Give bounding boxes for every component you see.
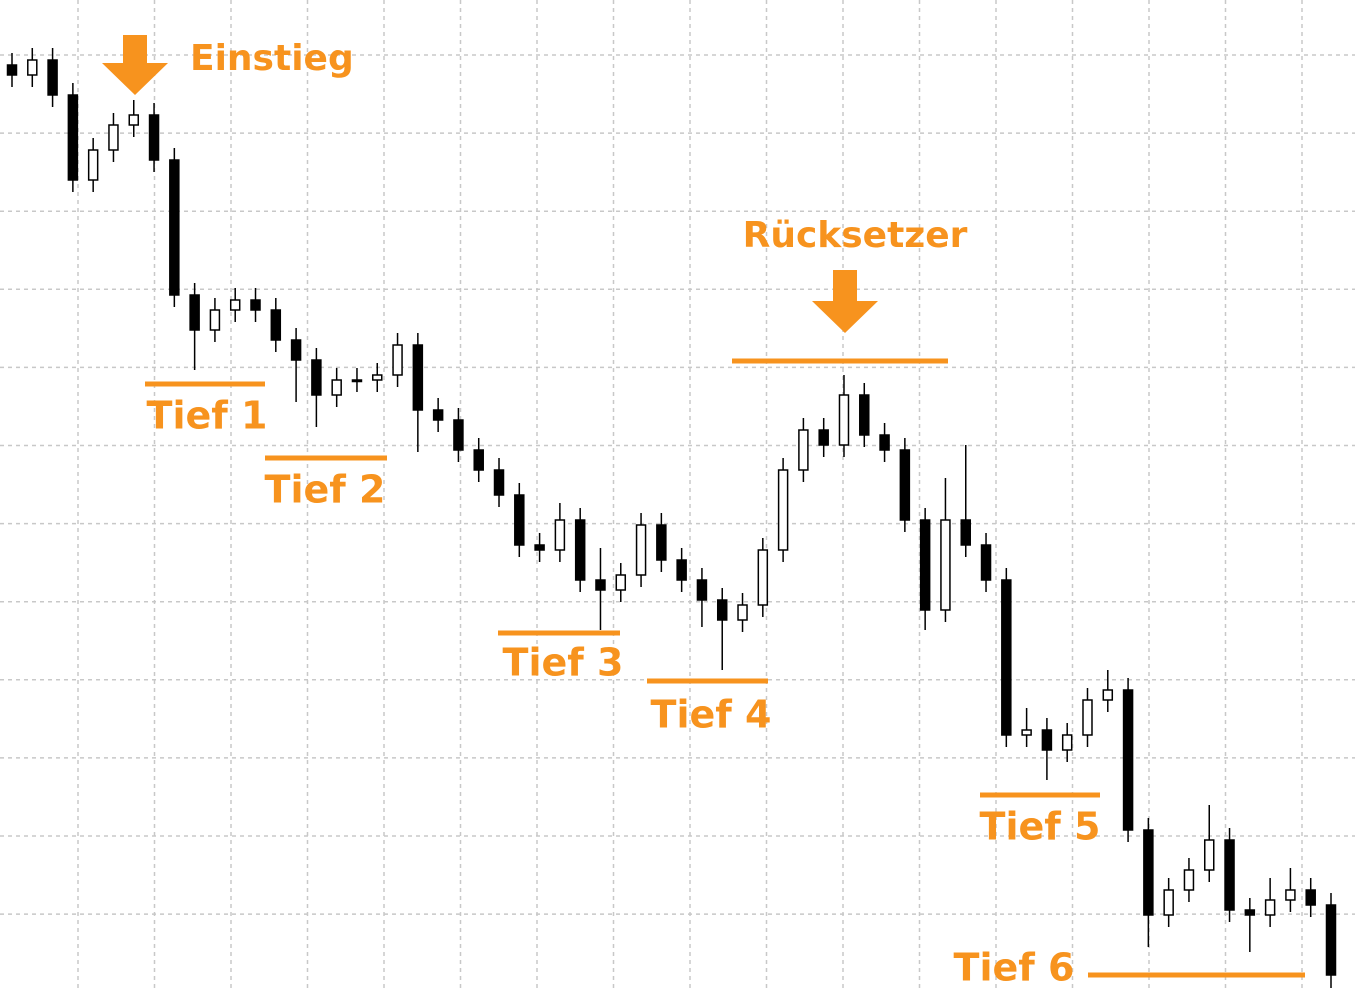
candle-body [311, 359, 322, 396]
candle-body [574, 519, 586, 581]
candle-body [1082, 699, 1093, 736]
candle-body [1264, 899, 1276, 916]
candle-body [250, 299, 261, 311]
candle-body [229, 299, 241, 311]
candle-body [879, 434, 890, 451]
candle-body [128, 114, 140, 126]
annotation-label: Tief 2 [265, 468, 386, 512]
candle-body [432, 409, 444, 421]
annotation-label: Rücksetzer [743, 215, 968, 256]
candle-body [615, 574, 627, 591]
candle-body [696, 579, 708, 601]
candle-body [1061, 734, 1073, 751]
candle-body [656, 524, 667, 561]
candle-body [919, 519, 931, 611]
annotation-label: Einstieg [190, 38, 354, 79]
candles [6, 48, 1337, 988]
candle-body [27, 59, 38, 76]
candle-body [108, 124, 119, 151]
candle-body [859, 394, 870, 436]
candle-body [87, 149, 99, 181]
candle-body [209, 309, 221, 331]
candle-body [473, 449, 484, 471]
candle-body [1001, 579, 1012, 736]
candle-body [940, 519, 951, 611]
arrow [102, 35, 168, 95]
candle-body [818, 429, 829, 446]
annotation-label: Tief 1 [147, 394, 268, 438]
candle-body [67, 94, 79, 181]
candle-body [351, 379, 363, 383]
candle-body [798, 429, 809, 471]
annotation-label: Tief 3 [503, 641, 624, 685]
candle-body [777, 469, 789, 551]
candle-body [960, 519, 971, 546]
candle-body [514, 494, 525, 546]
candle-body [270, 309, 282, 341]
candle-body [1305, 889, 1316, 906]
candle-body [189, 294, 200, 331]
candle-body [493, 469, 505, 496]
candle-body [1143, 829, 1154, 916]
candle-body [392, 344, 403, 376]
candle-body [47, 59, 58, 96]
candle-body [595, 579, 606, 591]
candle-body [331, 379, 342, 396]
candle-body [635, 524, 647, 576]
candle-body [169, 159, 180, 296]
candle-body [1203, 839, 1215, 871]
candle-body [372, 374, 383, 381]
candle-body [737, 604, 748, 621]
candle-body [534, 544, 545, 551]
candle-body [899, 449, 911, 521]
candle-body [148, 114, 160, 161]
candle-body [1021, 729, 1032, 736]
candle-body [676, 559, 687, 581]
candle-body [1102, 689, 1114, 701]
arrow [812, 270, 878, 333]
candle-body [554, 519, 566, 551]
annotations: Einstieg Rücksetzer Tief 1 Tief 2 Tief 3 Tief… [102, 35, 1305, 990]
annotation-label: Tief 4 [651, 693, 772, 737]
candle-body [6, 64, 18, 76]
candle-body [757, 549, 769, 606]
candle-body [1285, 889, 1296, 901]
candle-body [290, 339, 302, 361]
candle-body [1244, 909, 1256, 916]
candle-body [716, 599, 728, 621]
candle-body [1224, 839, 1235, 911]
candle-body [838, 394, 850, 446]
candle-body [1163, 889, 1174, 916]
candle-body [1041, 729, 1053, 751]
annotation-label: Tief 6 [954, 946, 1075, 990]
candle-body [412, 344, 424, 411]
candle-body [453, 419, 464, 451]
annotation-label: Tief 5 [980, 805, 1101, 849]
candle-body [1183, 869, 1195, 891]
candle-body [980, 544, 992, 581]
candle-body [1325, 904, 1337, 976]
candle-body [1122, 689, 1134, 831]
